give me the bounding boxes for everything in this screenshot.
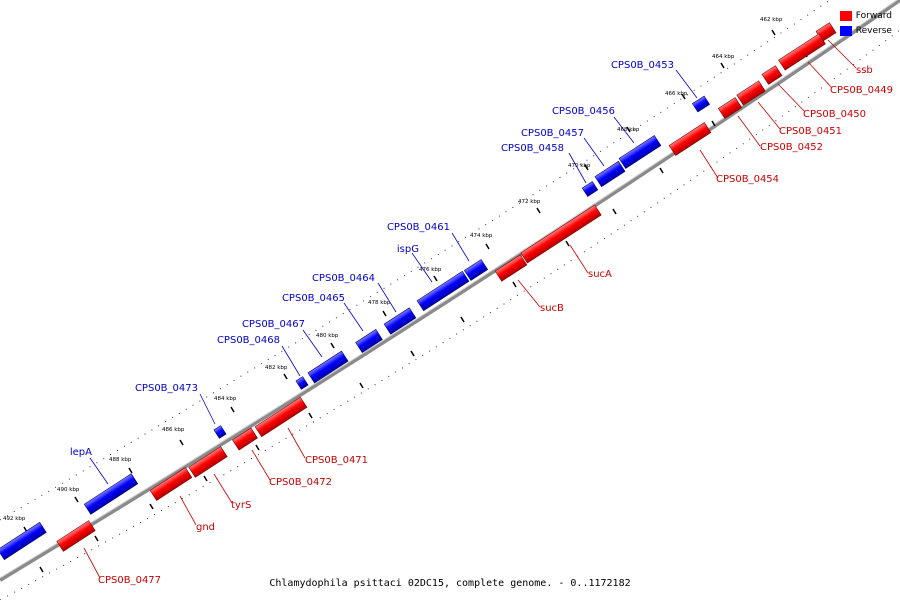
tick-label: 472 kbp	[518, 199, 541, 205]
tick-label: 482 kbp	[265, 365, 288, 371]
gene-block-lepa[interactable]	[83, 473, 139, 515]
gene-block-cps0b-0449[interactable]	[778, 33, 826, 71]
gene-label-sucb: sucB	[540, 303, 564, 314]
gene-label-cps0b-0452: CPS0B_0452	[760, 142, 823, 153]
gene-label-cps0b-0467: CPS0B_0467	[242, 319, 305, 330]
gene-block-sucb[interactable]	[494, 254, 528, 282]
gene-label-tyrs: tyrS	[231, 500, 251, 511]
gene-label-cps0b-0451: CPS0B_0451	[779, 126, 842, 137]
genome-backbone	[0, 0, 900, 582]
gene-label-cps0b-0458: CPS0B_0458	[501, 143, 564, 154]
reverse-swatch	[839, 25, 852, 36]
forward-leader-lines	[83, 39, 857, 579]
gene-label-lepa: lepA	[70, 447, 92, 458]
tick-label: 462 kbp	[760, 17, 783, 23]
tick-label: 478 kbp	[368, 300, 391, 306]
gene-block-cps0b-0451[interactable]	[736, 80, 766, 106]
tick-label: 474 kbp	[470, 233, 493, 239]
gene-block-cps0b-0452[interactable]	[717, 97, 743, 119]
gene-label-cps0b-0457: CPS0B_0457	[521, 128, 584, 139]
gene-block-edge[interactable]	[0, 521, 47, 561]
tick-label: 484 kbp	[214, 396, 237, 402]
gene-label-cps0b-0453: CPS0B_0453	[611, 60, 674, 71]
gene-label-cps0b-0449: CPS0B_0449	[830, 85, 893, 96]
gene-label-gnd: gnd	[196, 522, 215, 533]
gene-block-cps0b-0456[interactable]	[618, 135, 662, 169]
gene-label-cps0b-0464: CPS0B_0464	[312, 273, 375, 284]
gene-block-cps0b-0473[interactable]	[213, 425, 227, 439]
gene-label-cps0b-0477: CPS0B_0477	[98, 575, 161, 586]
gene-block-cps0b-0472[interactable]	[232, 427, 258, 451]
forward-genes	[56, 22, 837, 552]
gene-label-cps0b-0454: CPS0B_0454	[716, 174, 779, 185]
gene-block-cps0b-0457[interactable]	[594, 160, 626, 188]
gene-block-cps0b-0454[interactable]	[668, 122, 712, 156]
gene-label-cps0b-0450: CPS0B_0450	[803, 109, 866, 120]
gene-label-cps0b-0468: CPS0B_0468	[217, 335, 280, 346]
tick-label: 466 kbp	[665, 91, 688, 97]
gene-label-cps0b-0465: CPS0B_0465	[282, 293, 345, 304]
gene-label-cps0b-0473: CPS0B_0473	[135, 383, 198, 394]
genome-caption: Chlamydophila psittaci 02DC15, complete …	[269, 578, 631, 589]
inner-dotted-scale	[0, 29, 900, 600]
gene-block-cps0b-0471[interactable]	[254, 396, 308, 438]
gene-block-cps0b-0477[interactable]	[56, 520, 96, 552]
reverse-leader-lines	[89, 69, 698, 485]
gene-label-ispg: ispG	[397, 244, 419, 255]
legend: Forward Reverse	[839, 8, 892, 38]
legend-reverse: Reverse	[839, 23, 892, 38]
gene-label-cps0b-0472: CPS0B_0472	[269, 477, 332, 488]
tick-label: 476 kbp	[419, 267, 442, 273]
gene-block-ispg[interactable]	[416, 270, 470, 312]
tick-label: 488 kbp	[109, 457, 132, 463]
gene-block-cps0b-0468[interactable]	[295, 376, 309, 390]
legend-forward-label: Forward	[855, 10, 892, 21]
outer-ticks	[23, 29, 776, 533]
legend-reverse-label: Reverse	[855, 25, 892, 36]
tick-label: 490 kbp	[57, 487, 80, 493]
gene-block-cps0b-0467[interactable]	[307, 350, 349, 384]
gene-block-suca[interactable]	[520, 204, 602, 264]
gene-block-cps0b-0461[interactable]	[463, 259, 489, 281]
gene-block-cps0b-0453[interactable]	[691, 95, 711, 113]
gene-block-cps0b-0458[interactable]	[581, 181, 599, 197]
gene-label-cps0b-0471: CPS0B_0471	[305, 455, 368, 466]
tick-label: 480 kbp	[316, 333, 339, 339]
gene-block-cps0b-0464[interactable]	[383, 307, 417, 335]
legend-forward: Forward	[839, 8, 892, 23]
gene-label-ssb: ssb	[856, 65, 873, 76]
tick-label: 464 kbp	[712, 54, 735, 60]
genome-backbone-highlight	[0, 0, 898, 579]
reverse-genes	[0, 95, 711, 561]
tick-label: 486 kbp	[162, 427, 185, 433]
outer-dotted-scale	[0, 0, 831, 521]
inner-ticks	[39, 51, 808, 573]
gene-block-cps0b-0465[interactable]	[355, 329, 383, 353]
forward-swatch	[839, 10, 852, 21]
gene-label-cps0b-0461: CPS0B_0461	[387, 222, 450, 233]
tick-label: 470 kbp	[568, 163, 591, 169]
gene-label-suca: sucA	[588, 269, 612, 280]
gene-block-gnd[interactable]	[149, 467, 193, 501]
gene-block-tyrs[interactable]	[188, 446, 228, 478]
tick-label: 492 kbp	[3, 516, 26, 522]
gene-label-cps0b-0456: CPS0B_0456	[552, 106, 615, 117]
tick-label: 468 kbp	[617, 127, 640, 133]
gene-block-cps0b-0450[interactable]	[761, 65, 783, 85]
